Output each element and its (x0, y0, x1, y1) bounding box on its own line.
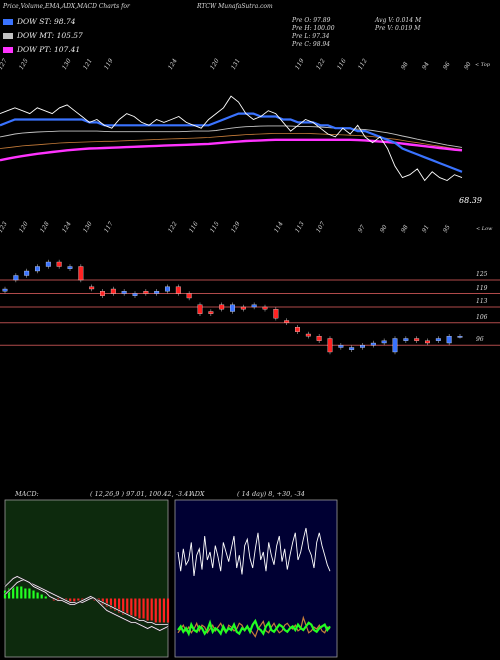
candle-body (316, 336, 322, 341)
series-line-1 (0, 112, 463, 173)
candle-body (2, 288, 8, 292)
candle-body (392, 338, 398, 353)
candle-body (414, 338, 420, 341)
candle-body (165, 286, 170, 292)
candle-body (24, 270, 30, 276)
stat-avg-volume: Avg V: 0.014 M (375, 17, 422, 24)
candle-body (186, 293, 192, 299)
stat-prev-volume: Pre V: 0.019 M (375, 25, 421, 32)
candle-body (457, 336, 463, 338)
candle-body (435, 338, 441, 341)
candle-body (208, 311, 214, 314)
series-line-0 (0, 95, 463, 182)
last-value-label: 68.39 (459, 196, 482, 205)
candle-body (262, 306, 268, 310)
resistance-label: 96 (476, 336, 484, 344)
candle-body (132, 293, 138, 296)
macd-panel-bg (4, 499, 169, 658)
candle-body (349, 347, 355, 350)
price-ema-panel (0, 95, 463, 182)
adx-params: ( 14 day) 8, +30, -34 (237, 490, 305, 498)
adx-panel (177, 527, 331, 638)
candle-body (381, 340, 387, 344)
adx-panel-bg (174, 499, 338, 658)
candle-body (230, 304, 235, 312)
candle-body (219, 304, 225, 310)
candlestick-panel (0, 259, 500, 355)
resistance-label: 119 (476, 284, 488, 292)
legend-label-st: DOW ST: 98.74 (17, 17, 76, 26)
resistance-label: 125 (476, 271, 488, 278)
candle-body (154, 291, 160, 294)
stat-prev-low: Pre L: 97.34 (292, 33, 330, 40)
candle-body (360, 345, 365, 348)
candle-body (240, 306, 246, 310)
stat-prev-high: Pre H: 100.00 (292, 25, 335, 32)
legend-dow-mt: DOW MT: 105.57 (3, 31, 83, 40)
candle-body (284, 320, 290, 323)
macd-panel (3, 575, 170, 632)
macd-label: MACD: (15, 490, 39, 498)
candle-body (295, 327, 300, 332)
candle-body (45, 261, 51, 267)
resistance-label: 113 (476, 298, 488, 305)
candle-body (89, 286, 95, 290)
candle-body (338, 345, 344, 348)
candle-body (143, 291, 149, 294)
candle-body (121, 291, 127, 294)
price-panel-top-right-label: < Top (475, 62, 490, 68)
candle-body (35, 266, 40, 272)
legend-dow-pt: DOW PT: 107.41 (3, 45, 80, 54)
candle-body (273, 309, 279, 319)
candle-body (446, 336, 452, 344)
candle-body (175, 286, 181, 294)
resistance-label: 106 (476, 313, 488, 321)
legend-swatch-mt (3, 33, 13, 39)
adx-line (177, 527, 331, 577)
stat-prev-open: Pre O: 97.89 (292, 17, 331, 24)
candle-body (13, 275, 19, 281)
chart-header-symbol: RTCW MunafaSutra.com (197, 3, 273, 10)
candle-body (327, 338, 333, 353)
legend-swatch-pt (3, 47, 13, 53)
plus-di-line (177, 618, 331, 637)
chart-header-title: Price,Volume,EMA,ADX,MACD Charts for (3, 3, 130, 10)
candle-body (425, 340, 430, 344)
candle-panel-top-right-label: < Low (476, 226, 493, 232)
candle-body (110, 288, 116, 294)
legend-dow-st: DOW ST: 98.74 (3, 17, 76, 26)
candle-body (370, 342, 376, 346)
macd-params: ( 12,26,9 ) 97.01, 100.42, -3.41 (90, 490, 193, 498)
candle-body (78, 266, 84, 281)
legend-swatch-st (3, 19, 13, 25)
series-line-3 (0, 138, 463, 162)
candle-body (197, 304, 203, 314)
minus-di-line (177, 615, 331, 638)
candle-body (403, 338, 409, 341)
candle-body (305, 333, 311, 337)
stat-prev-close: Pre C: 98.94 (292, 41, 331, 48)
series-line-2 (0, 125, 463, 148)
legend-label-pt: DOW PT: 107.41 (17, 45, 81, 54)
candle-body (251, 304, 257, 308)
candle-body (67, 266, 73, 269)
legend-label-mt: DOW MT: 105.57 (17, 31, 83, 40)
candle-body (100, 291, 105, 296)
macd-line (4, 576, 169, 631)
candle-body (56, 261, 62, 267)
adx-label: ADX (190, 490, 205, 498)
